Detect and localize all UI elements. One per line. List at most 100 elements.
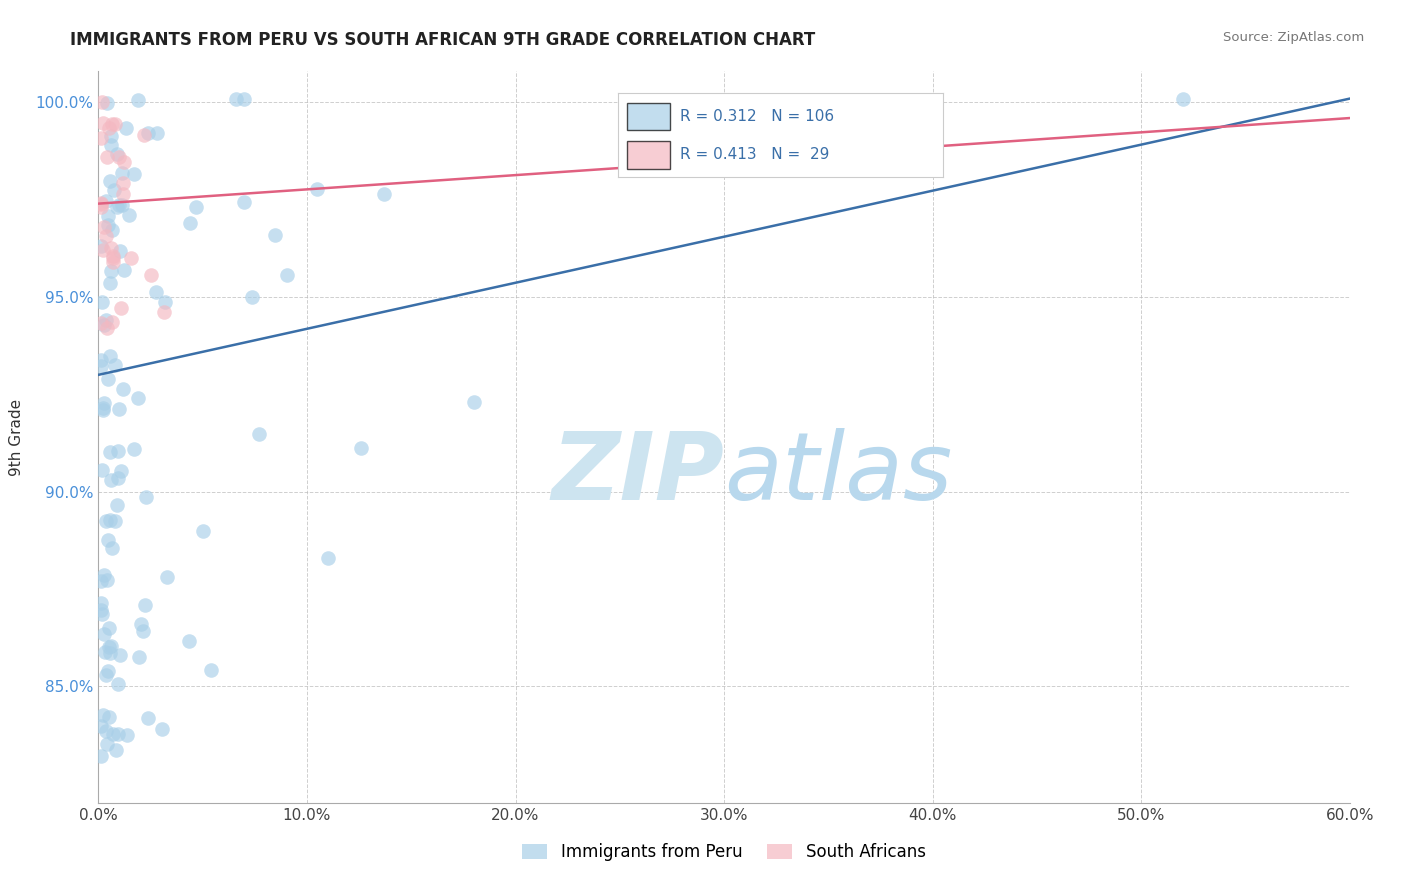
Point: [98, 640, 121, 655]
Point: [155, 295, 177, 310]
Point: [94, 313, 117, 327]
Point: [110, 166, 132, 180]
Point: [141, 268, 163, 282]
Point: [98, 646, 121, 660]
Point: [350, 442, 373, 456]
Point: [90, 317, 112, 331]
Point: [107, 444, 129, 458]
Point: [100, 263, 122, 277]
Point: [105, 200, 128, 214]
Point: [96, 320, 118, 334]
Point: [233, 92, 256, 106]
Point: [138, 711, 160, 725]
Point: [105, 146, 128, 161]
Point: [97, 664, 120, 678]
Point: [96, 96, 118, 111]
Point: [108, 197, 131, 211]
Text: atlas: atlas: [724, 428, 952, 519]
Point: [307, 182, 329, 196]
Point: [91, 401, 114, 415]
Point: [93, 645, 115, 659]
Point: [89, 130, 111, 145]
Point: [97, 120, 120, 135]
Point: [112, 186, 135, 201]
Point: [276, 268, 298, 282]
Point: [136, 126, 159, 140]
Point: [112, 176, 135, 190]
Point: [98, 276, 121, 290]
Point: [110, 464, 132, 478]
Point: [128, 650, 150, 665]
Point: [97, 710, 120, 724]
Point: [132, 624, 155, 638]
Point: [104, 515, 127, 529]
Point: [107, 471, 129, 485]
Point: [97, 621, 120, 635]
Point: [100, 223, 122, 237]
Point: [108, 244, 131, 258]
Point: [156, 570, 179, 584]
Point: [233, 194, 256, 209]
Point: [111, 382, 134, 396]
Point: [98, 445, 121, 459]
Point: [100, 117, 122, 131]
Point: [91, 707, 114, 722]
Point: [114, 121, 136, 136]
Point: [107, 677, 129, 691]
Point: [145, 285, 167, 299]
Point: [135, 490, 157, 504]
Point: [101, 726, 124, 740]
Point: [100, 128, 122, 143]
Point: [100, 541, 122, 555]
Point: [89, 352, 111, 367]
Point: [93, 396, 115, 410]
Text: IMMIGRANTS FROM PERU VS SOUTH AFRICAN 9TH GRADE CORRELATION CHART: IMMIGRANTS FROM PERU VS SOUTH AFRICAN 9T…: [70, 31, 815, 49]
Point: [264, 227, 287, 242]
Point: [150, 722, 173, 736]
Point: [122, 442, 145, 456]
Point: [120, 251, 142, 265]
Point: [100, 473, 122, 487]
Point: [100, 138, 122, 153]
Point: [97, 372, 120, 386]
Point: [105, 743, 128, 757]
Point: [104, 359, 127, 373]
Point: [112, 263, 135, 277]
Point: [240, 290, 263, 304]
Point: [115, 728, 138, 742]
Point: [110, 301, 132, 316]
Point: [89, 596, 111, 610]
Point: [90, 200, 112, 214]
Point: [179, 216, 201, 230]
Point: [101, 249, 124, 263]
Point: [97, 209, 120, 223]
Point: [90, 574, 112, 589]
Point: [129, 616, 152, 631]
Point: [93, 243, 115, 257]
Point: [93, 220, 115, 235]
Point: [96, 229, 118, 244]
Point: [108, 150, 131, 164]
Point: [96, 668, 118, 682]
Point: [96, 150, 118, 164]
Point: [89, 195, 111, 210]
Point: [90, 294, 112, 309]
Point: [93, 627, 115, 641]
Point: [101, 252, 124, 266]
Point: [247, 427, 270, 442]
Point: [104, 117, 127, 131]
Point: [1171, 92, 1194, 106]
Point: [127, 391, 149, 405]
Point: [89, 603, 111, 617]
Point: [89, 719, 111, 733]
Point: [91, 607, 114, 621]
Legend: Immigrants from Peru, South Africans: Immigrants from Peru, South Africans: [516, 837, 932, 868]
Point: [89, 238, 111, 252]
Point: [373, 186, 395, 201]
Point: [100, 315, 122, 329]
Point: [200, 663, 222, 677]
Point: [98, 350, 121, 364]
Point: [96, 574, 118, 588]
Point: [105, 498, 128, 512]
Point: [97, 218, 120, 232]
